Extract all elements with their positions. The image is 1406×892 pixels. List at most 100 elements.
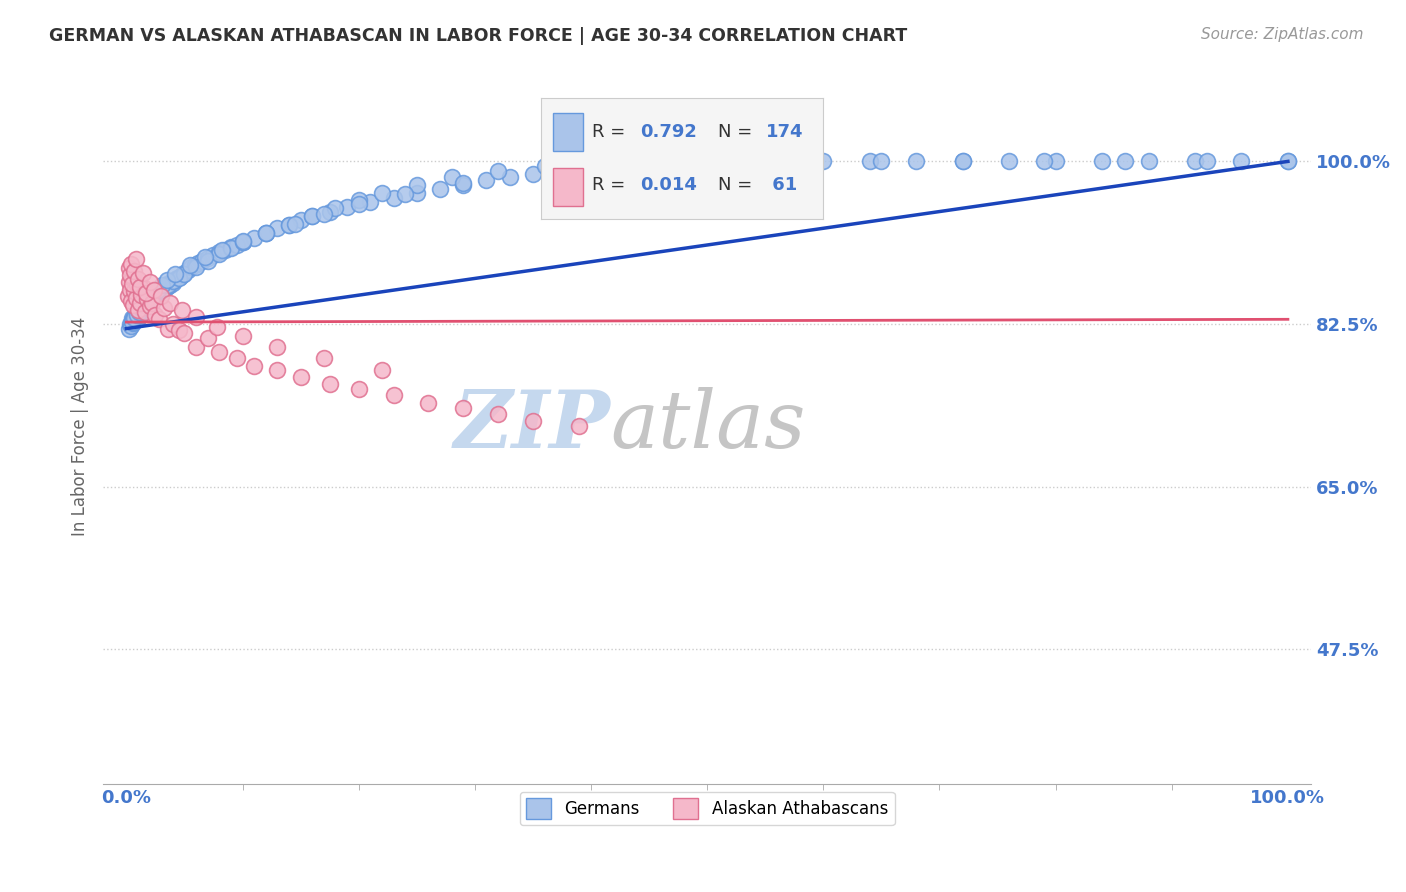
Point <box>405 178 427 192</box>
Point <box>118 321 141 335</box>
Point <box>165 267 187 281</box>
Point <box>254 226 277 240</box>
Point <box>124 308 146 322</box>
Point <box>197 331 219 345</box>
Point <box>121 270 143 285</box>
Point <box>129 308 152 322</box>
Point <box>141 293 163 307</box>
Point <box>312 351 335 366</box>
Point <box>718 155 741 169</box>
Point <box>440 170 463 185</box>
Point <box>162 274 184 288</box>
Point <box>159 295 181 310</box>
Point <box>160 275 183 289</box>
Point <box>614 160 637 174</box>
Point <box>219 240 242 254</box>
Point <box>214 243 236 257</box>
Point <box>1033 154 1056 169</box>
Point <box>266 340 288 354</box>
Point <box>134 298 156 312</box>
Point <box>148 312 170 326</box>
Point <box>141 289 163 303</box>
Point <box>127 272 149 286</box>
Point <box>254 226 277 240</box>
Point <box>118 317 141 331</box>
Point <box>205 319 228 334</box>
Point <box>124 309 146 323</box>
Point <box>131 266 153 280</box>
Point <box>143 289 166 303</box>
Point <box>138 292 160 306</box>
Point <box>685 156 707 170</box>
Point <box>197 251 219 265</box>
Point <box>1230 154 1253 169</box>
Point <box>318 204 340 219</box>
Point <box>650 158 672 172</box>
Point <box>138 299 160 313</box>
Point <box>359 195 381 210</box>
Point <box>153 278 176 293</box>
Point <box>117 289 139 303</box>
Point <box>1184 154 1206 169</box>
Point <box>789 154 811 169</box>
Point <box>125 277 148 292</box>
Point <box>135 286 157 301</box>
Point <box>131 307 153 321</box>
Point <box>231 235 253 250</box>
Point <box>451 176 474 190</box>
Text: Source: ZipAtlas.com: Source: ZipAtlas.com <box>1201 27 1364 42</box>
Point <box>127 311 149 326</box>
Point <box>179 259 201 273</box>
Point <box>475 173 498 187</box>
Point <box>1277 154 1299 169</box>
Point <box>184 259 207 273</box>
Point <box>118 268 141 282</box>
Text: ZIP: ZIP <box>454 387 610 465</box>
Point <box>128 273 150 287</box>
Point <box>208 245 231 260</box>
Point <box>169 269 191 284</box>
Point <box>156 273 179 287</box>
Point <box>120 318 142 333</box>
Point <box>905 154 928 169</box>
Point <box>131 300 153 314</box>
Point <box>132 298 155 312</box>
Point <box>146 283 169 297</box>
Point <box>184 340 207 354</box>
Point <box>136 298 159 312</box>
Point <box>418 396 440 410</box>
Point <box>121 314 143 328</box>
Point <box>167 323 190 337</box>
Point <box>141 295 163 310</box>
Point <box>132 281 155 295</box>
Point <box>124 291 146 305</box>
Point <box>150 282 173 296</box>
Point <box>301 209 323 223</box>
Point <box>952 154 974 169</box>
Point <box>150 277 173 292</box>
Point <box>138 275 160 289</box>
Point <box>568 419 591 434</box>
Point <box>138 293 160 308</box>
Point <box>150 284 173 298</box>
Point <box>124 264 146 278</box>
Point <box>498 170 520 185</box>
Text: 61: 61 <box>766 176 797 194</box>
Point <box>486 407 509 421</box>
Point <box>167 270 190 285</box>
Point <box>336 200 359 214</box>
Point <box>152 282 174 296</box>
Point <box>1114 154 1136 169</box>
Point <box>128 305 150 319</box>
Point <box>145 308 167 322</box>
Point <box>382 191 405 205</box>
Point <box>173 266 195 280</box>
Point <box>145 288 167 302</box>
Point <box>184 310 207 325</box>
Point <box>533 159 555 173</box>
Point <box>197 253 219 268</box>
Point <box>219 241 242 255</box>
Point <box>141 291 163 305</box>
Point <box>129 305 152 319</box>
Point <box>131 303 153 318</box>
